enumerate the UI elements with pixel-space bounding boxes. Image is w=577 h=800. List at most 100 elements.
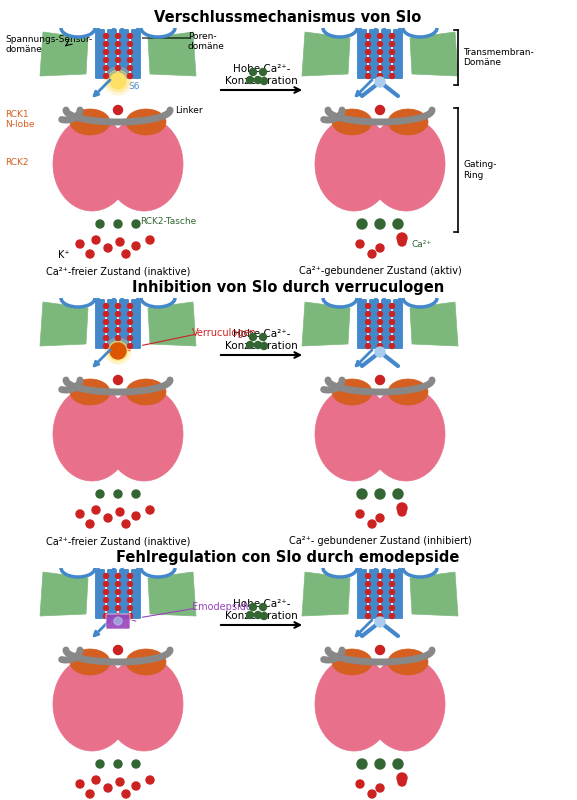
Ellipse shape <box>315 387 393 481</box>
Circle shape <box>375 759 385 769</box>
Circle shape <box>115 42 121 46</box>
Circle shape <box>260 342 268 350</box>
Circle shape <box>103 50 108 54</box>
Text: Emodepside: Emodepside <box>192 602 252 612</box>
Circle shape <box>254 77 261 83</box>
Circle shape <box>375 219 385 229</box>
Ellipse shape <box>388 109 428 135</box>
Circle shape <box>389 343 395 349</box>
Circle shape <box>128 606 133 610</box>
Circle shape <box>389 590 395 594</box>
Circle shape <box>114 106 122 114</box>
Circle shape <box>115 614 121 618</box>
Circle shape <box>146 776 154 784</box>
Circle shape <box>398 238 406 246</box>
Circle shape <box>115 582 121 586</box>
Text: Ca²⁺- gebundener Zustand (inhibiert): Ca²⁺- gebundener Zustand (inhibiert) <box>288 536 471 546</box>
Circle shape <box>103 590 108 594</box>
Circle shape <box>105 338 131 364</box>
Text: Verschlussmechanismus von Slo: Verschlussmechanismus von Slo <box>155 10 422 25</box>
Circle shape <box>254 611 261 618</box>
Circle shape <box>86 250 94 258</box>
FancyBboxPatch shape <box>357 569 368 619</box>
Circle shape <box>365 311 370 317</box>
Circle shape <box>128 42 133 46</box>
Circle shape <box>115 606 121 610</box>
Circle shape <box>76 510 84 518</box>
Circle shape <box>132 220 140 228</box>
Circle shape <box>393 219 403 229</box>
Circle shape <box>393 489 403 499</box>
Circle shape <box>356 240 364 248</box>
Circle shape <box>104 244 112 252</box>
Text: S6: S6 <box>128 82 140 91</box>
Circle shape <box>116 778 124 786</box>
Circle shape <box>260 334 267 341</box>
FancyBboxPatch shape <box>369 29 380 79</box>
Circle shape <box>116 238 124 246</box>
Circle shape <box>104 514 112 522</box>
Circle shape <box>260 69 267 75</box>
Circle shape <box>365 42 370 46</box>
Circle shape <box>377 582 383 586</box>
Circle shape <box>357 759 367 769</box>
Circle shape <box>132 242 140 250</box>
Circle shape <box>389 34 395 38</box>
FancyBboxPatch shape <box>357 29 368 79</box>
Circle shape <box>377 303 383 309</box>
Circle shape <box>115 335 121 341</box>
Circle shape <box>146 236 154 244</box>
Ellipse shape <box>105 657 183 751</box>
Circle shape <box>260 613 268 619</box>
Circle shape <box>96 490 104 498</box>
Text: Inhibition von Slo durch verruculogen: Inhibition von Slo durch verruculogen <box>132 280 444 295</box>
Circle shape <box>128 327 133 333</box>
Circle shape <box>104 67 132 95</box>
Circle shape <box>356 780 364 788</box>
Circle shape <box>86 520 94 528</box>
Circle shape <box>96 220 104 228</box>
Circle shape <box>132 490 140 498</box>
Circle shape <box>115 74 121 78</box>
Ellipse shape <box>332 379 372 405</box>
FancyBboxPatch shape <box>106 614 130 629</box>
Polygon shape <box>40 302 88 346</box>
FancyBboxPatch shape <box>95 569 106 619</box>
Circle shape <box>365 582 370 586</box>
Circle shape <box>376 784 384 792</box>
Circle shape <box>115 311 121 317</box>
Circle shape <box>103 74 108 78</box>
Circle shape <box>368 520 376 528</box>
Circle shape <box>132 512 140 520</box>
Circle shape <box>103 34 108 38</box>
Circle shape <box>389 606 395 610</box>
Circle shape <box>365 66 370 70</box>
Circle shape <box>114 490 122 498</box>
FancyBboxPatch shape <box>380 569 392 619</box>
Circle shape <box>375 489 385 499</box>
Circle shape <box>128 598 133 602</box>
Circle shape <box>128 335 133 341</box>
Circle shape <box>103 42 108 46</box>
Circle shape <box>103 58 108 62</box>
Circle shape <box>365 598 370 602</box>
Circle shape <box>365 50 370 54</box>
Circle shape <box>393 759 403 769</box>
Circle shape <box>375 617 385 627</box>
Polygon shape <box>40 572 88 616</box>
Polygon shape <box>410 572 458 616</box>
Circle shape <box>377 311 383 317</box>
Circle shape <box>377 74 383 78</box>
Circle shape <box>397 233 407 243</box>
Circle shape <box>377 319 383 325</box>
Circle shape <box>389 614 395 618</box>
FancyBboxPatch shape <box>380 29 392 79</box>
Circle shape <box>103 582 108 586</box>
Circle shape <box>377 343 383 349</box>
FancyBboxPatch shape <box>357 298 368 350</box>
Circle shape <box>365 335 370 341</box>
Circle shape <box>356 510 364 518</box>
FancyBboxPatch shape <box>130 29 141 79</box>
FancyBboxPatch shape <box>107 569 118 619</box>
Text: Ca²⁺-freier Zustand (inaktive): Ca²⁺-freier Zustand (inaktive) <box>46 266 190 276</box>
